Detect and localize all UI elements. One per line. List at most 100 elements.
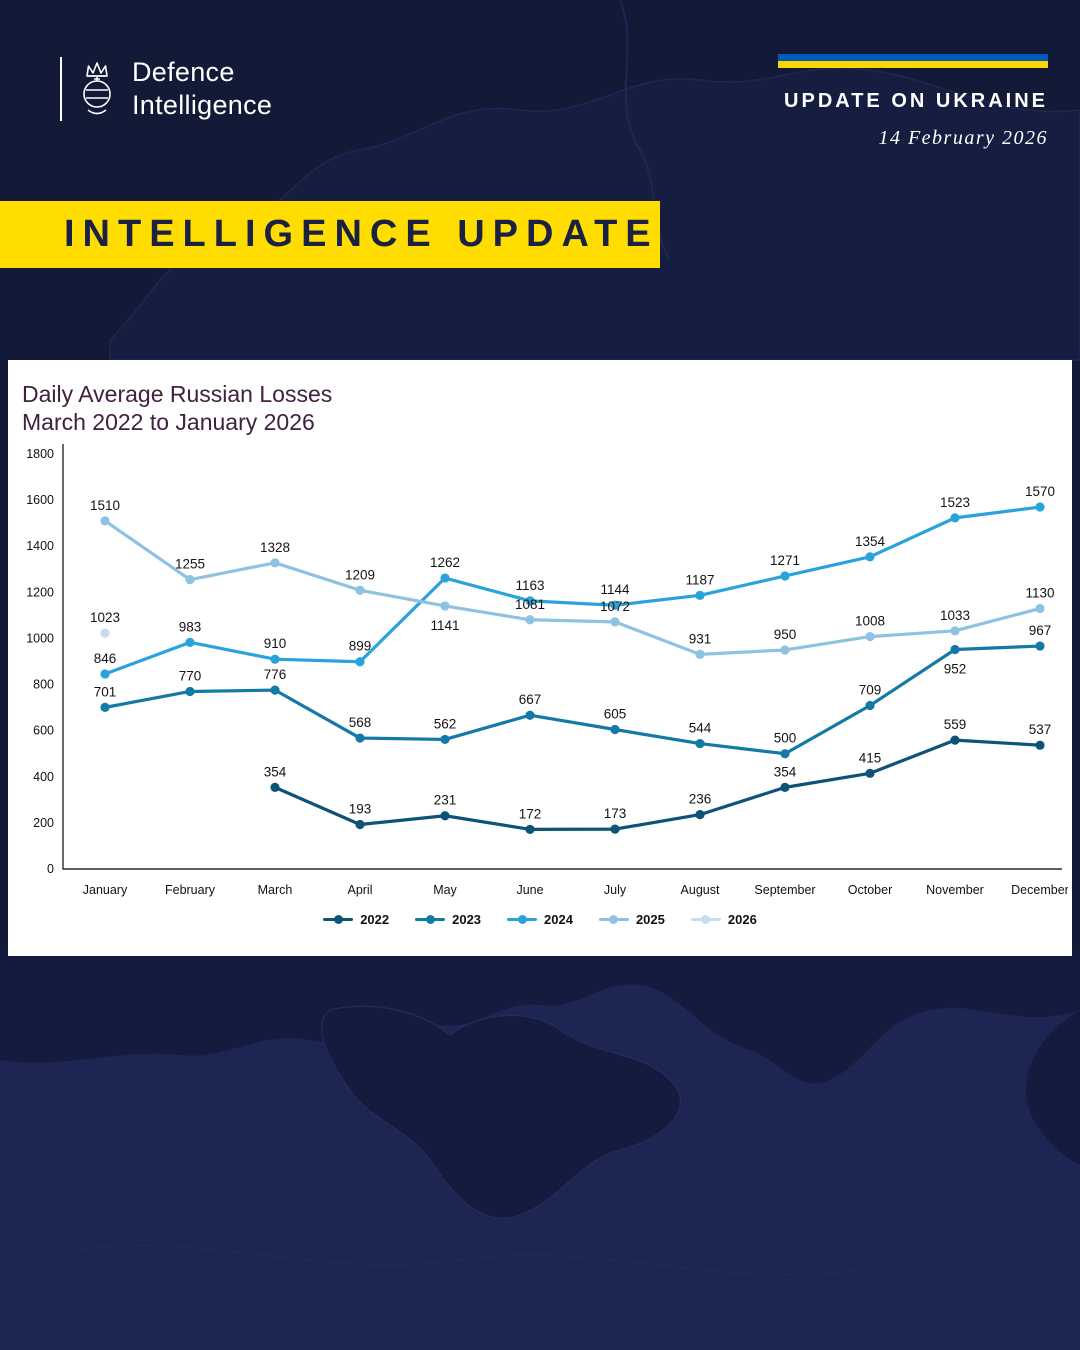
crest-icon xyxy=(83,62,111,115)
svg-text:354: 354 xyxy=(774,764,797,779)
svg-text:776: 776 xyxy=(264,667,287,682)
legend-item-2023: 2023 xyxy=(415,912,481,927)
svg-text:701: 701 xyxy=(94,684,117,699)
svg-text:500: 500 xyxy=(774,731,797,746)
header-right: UPDATE ON UKRAINE 14 February 2026 xyxy=(778,54,1048,150)
svg-text:1600: 1600 xyxy=(26,493,54,507)
intelligence-update-banner: INTELLIGENCE UPDATE xyxy=(0,201,660,268)
svg-text:1400: 1400 xyxy=(26,539,54,553)
chart-title: Daily Average Russian Losses March 2022 … xyxy=(22,380,332,436)
svg-text:1523: 1523 xyxy=(940,495,970,510)
svg-text:February: February xyxy=(165,883,216,897)
chart-title-line2: March 2022 to January 2026 xyxy=(22,409,315,435)
svg-text:983: 983 xyxy=(179,619,202,634)
svg-text:1262: 1262 xyxy=(430,555,460,570)
svg-text:November: November xyxy=(926,883,984,897)
svg-text:1081: 1081 xyxy=(515,597,545,612)
svg-text:568: 568 xyxy=(349,715,372,730)
svg-text:950: 950 xyxy=(774,627,797,642)
svg-text:1130: 1130 xyxy=(1025,586,1054,601)
svg-text:August: August xyxy=(681,883,720,897)
svg-text:1163: 1163 xyxy=(515,578,544,593)
svg-text:March: March xyxy=(258,883,293,897)
svg-text:0: 0 xyxy=(47,862,54,876)
svg-text:709: 709 xyxy=(859,683,882,698)
svg-text:562: 562 xyxy=(434,716,457,731)
svg-text:600: 600 xyxy=(33,724,54,738)
svg-text:1510: 1510 xyxy=(90,498,120,513)
svg-text:December: December xyxy=(1011,883,1068,897)
svg-text:1000: 1000 xyxy=(26,631,54,645)
logo-text: Defence Intelligence xyxy=(132,56,272,122)
svg-text:559: 559 xyxy=(944,717,967,732)
svg-text:800: 800 xyxy=(33,678,54,692)
svg-text:1023: 1023 xyxy=(90,610,120,625)
legend-item-2025: 2025 xyxy=(598,912,665,927)
legend-label: 2026 xyxy=(727,912,757,927)
svg-text:544: 544 xyxy=(689,721,712,736)
legend-marker-icon xyxy=(598,915,629,925)
flag-yellow-bar xyxy=(778,61,1048,68)
legend-label: 2024 xyxy=(544,912,573,927)
svg-text:1187: 1187 xyxy=(685,572,714,587)
svg-text:1209: 1209 xyxy=(345,567,375,582)
chart-panel: Daily Average Russian Losses March 2022 … xyxy=(8,360,1072,956)
svg-text:1144: 1144 xyxy=(600,582,630,597)
legend-marker-icon xyxy=(415,915,446,925)
line-chart: 0 200 400 600 800 1000 1200 1400 1600 1800 January… xyxy=(26,444,1068,897)
svg-text:1141: 1141 xyxy=(430,618,459,633)
ukraine-flag-stripe xyxy=(778,54,1048,68)
svg-text:537: 537 xyxy=(1029,722,1052,737)
svg-text:899: 899 xyxy=(349,639,372,654)
update-date: 14 February 2026 xyxy=(878,127,1048,149)
svg-text:January: January xyxy=(83,883,128,897)
svg-text:173: 173 xyxy=(604,806,627,821)
svg-text:967: 967 xyxy=(1029,623,1052,638)
logo-divider xyxy=(60,57,62,121)
svg-text:October: October xyxy=(848,883,892,897)
svg-text:931: 931 xyxy=(689,631,712,646)
legend-marker-icon xyxy=(507,915,538,925)
logo-line1: Defence xyxy=(132,57,235,87)
svg-text:April: April xyxy=(347,883,372,897)
svg-text:1328: 1328 xyxy=(260,540,290,555)
svg-text:172: 172 xyxy=(519,806,542,821)
svg-text:193: 193 xyxy=(349,802,372,817)
svg-text:200: 200 xyxy=(33,816,54,830)
svg-text:770: 770 xyxy=(179,669,202,684)
legend-marker-icon xyxy=(690,915,721,925)
legend-item-2024: 2024 xyxy=(507,912,573,927)
legend-item-2026: 2026 xyxy=(690,912,757,927)
svg-text:September: September xyxy=(754,883,815,897)
chart-title-line1: Daily Average Russian Losses xyxy=(22,381,333,407)
legend-marker-icon xyxy=(323,915,354,925)
banner-text: INTELLIGENCE UPDATE xyxy=(64,213,659,255)
legend-item-2022: 2022 xyxy=(323,912,389,927)
svg-text:1072: 1072 xyxy=(600,599,630,614)
flag-blue-bar xyxy=(778,54,1048,61)
svg-text:May: May xyxy=(433,883,457,897)
svg-text:1033: 1033 xyxy=(940,608,970,623)
header: Defence Intelligence UPDATE ON UKRAINE 1… xyxy=(0,0,1080,200)
defence-intelligence-logo: Defence Intelligence xyxy=(60,56,272,122)
svg-text:1200: 1200 xyxy=(26,585,54,599)
svg-text:July: July xyxy=(604,883,627,897)
svg-text:1570: 1570 xyxy=(1025,484,1055,499)
svg-text:1008: 1008 xyxy=(855,614,885,629)
svg-text:605: 605 xyxy=(604,707,627,722)
svg-text:1255: 1255 xyxy=(175,557,205,572)
logo-line2: Intelligence xyxy=(132,90,273,120)
svg-text:231: 231 xyxy=(434,793,457,808)
svg-text:1800: 1800 xyxy=(26,447,54,461)
svg-text:846: 846 xyxy=(94,651,117,666)
svg-text:910: 910 xyxy=(264,636,287,651)
chart-legend: 2022 2023 2024 2025 2026 xyxy=(8,912,1072,927)
svg-text:1354: 1354 xyxy=(855,534,886,549)
legend-label: 2023 xyxy=(452,912,482,927)
legend-label: 2025 xyxy=(635,912,665,927)
svg-text:667: 667 xyxy=(519,692,542,707)
svg-text:1271: 1271 xyxy=(770,553,800,568)
svg-text:June: June xyxy=(516,883,543,897)
